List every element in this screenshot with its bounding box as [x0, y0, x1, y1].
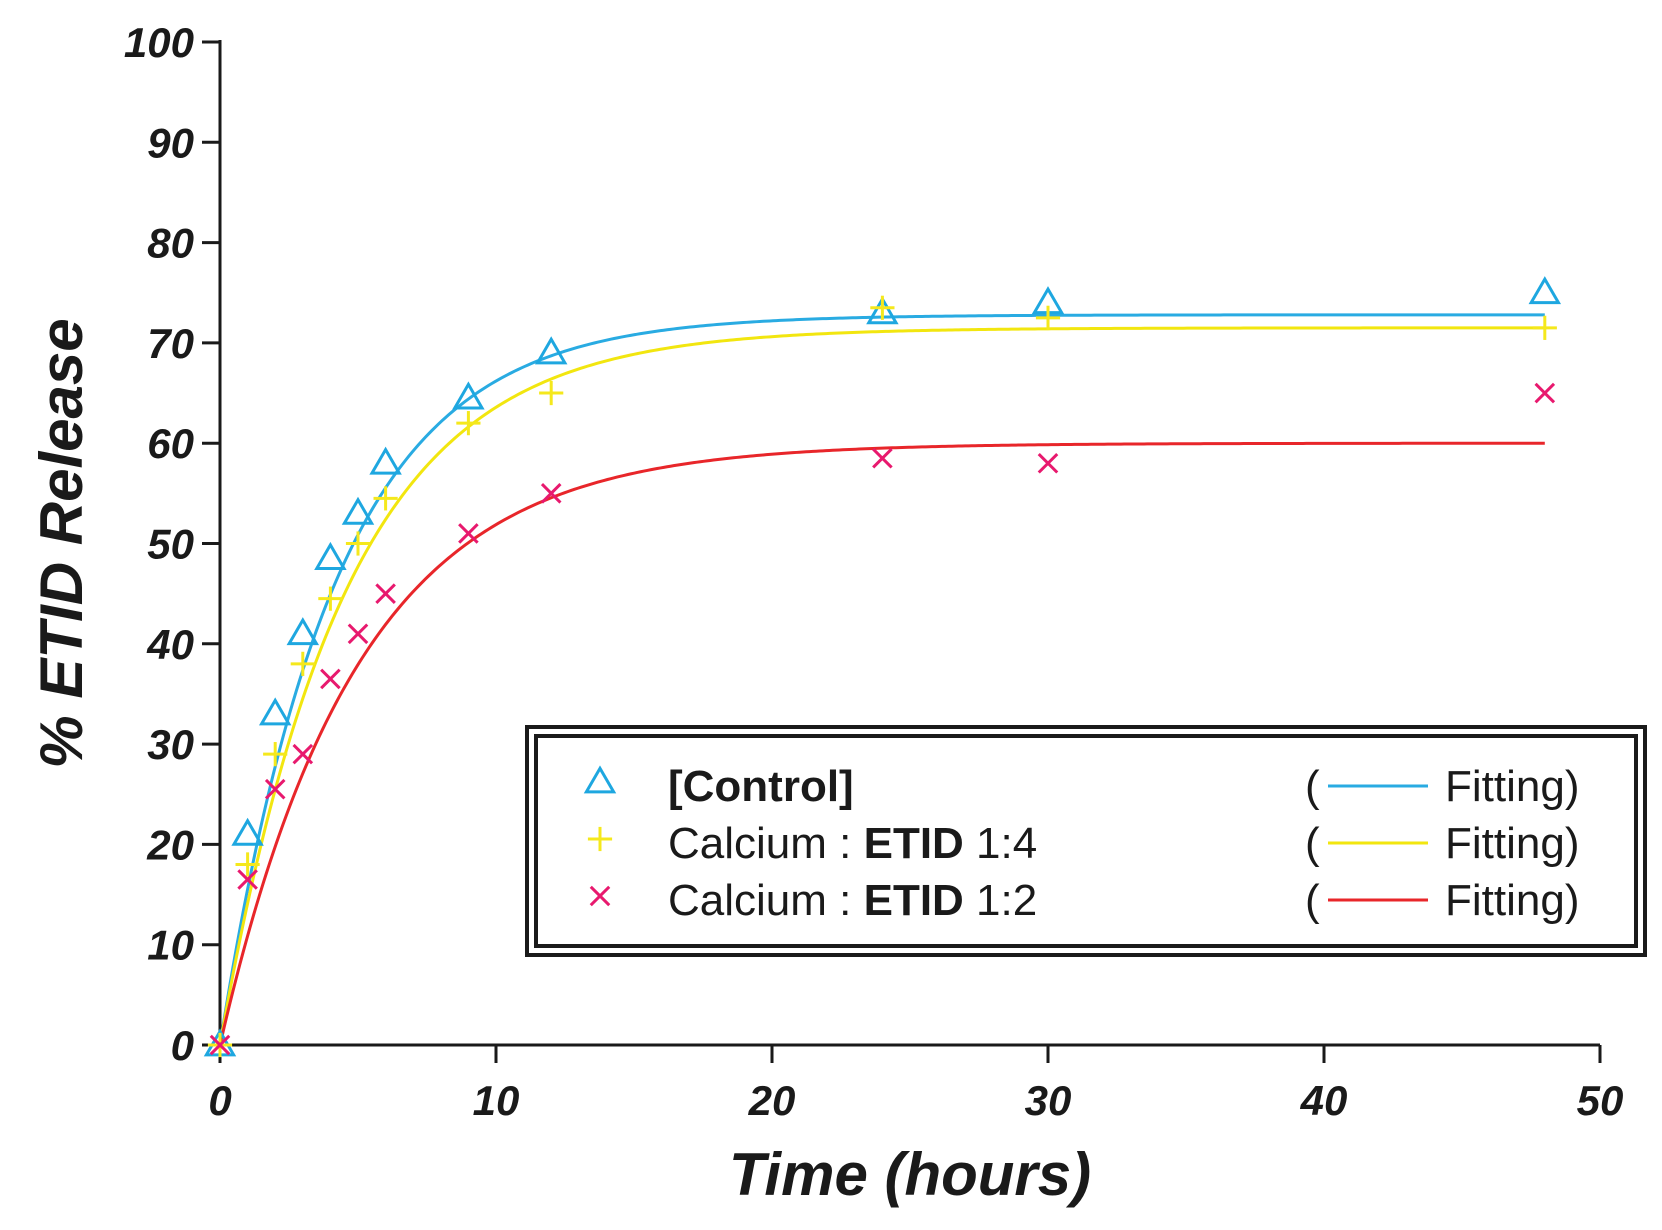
y-tick-label: 20 — [146, 821, 194, 868]
y-tick-label: 0 — [171, 1022, 194, 1069]
legend-paren-open: ( — [1305, 762, 1320, 811]
legend-frame-inner — [534, 734, 1638, 948]
data-points — [203, 276, 1562, 1058]
data-point-series-0 — [231, 817, 264, 846]
data-point-series-0 — [452, 381, 485, 410]
legend-paren-open: ( — [1305, 876, 1320, 925]
legend-label-series-2: Calcium : ETID 1:2 — [668, 876, 1037, 925]
data-point-series-1 — [870, 295, 895, 320]
data-point-series-0 — [286, 617, 320, 646]
legend-label-part: Calcium : — [668, 819, 864, 868]
data-point-series-2 — [209, 1034, 231, 1056]
cross-stroke-b — [589, 885, 611, 907]
axes: 0 10 20 30 40 50 60 70 80 90 100 0 10 20 30 40 50 — [124, 19, 1623, 1124]
fit-curve-series-2 — [218, 441, 1545, 1046]
x-axis-title: Time (hours) — [729, 1141, 1091, 1208]
legend-marker-series-0 — [583, 765, 617, 794]
legend-paren-open: ( — [1305, 819, 1320, 868]
cross-stroke-b — [375, 583, 396, 604]
y-tick-label: 80 — [147, 220, 194, 267]
legend-fit-label-series-0: Fitting) — [1445, 762, 1579, 811]
x-tick-label: 0 — [208, 1077, 231, 1124]
y-tick-label: 50 — [147, 521, 194, 568]
legend-frame-outer — [525, 725, 1647, 957]
cross-stroke-b — [264, 778, 286, 800]
data-point-series-0 — [1528, 276, 1562, 305]
legend-marker-series-1 — [587, 826, 613, 852]
y-tick-label: 40 — [146, 621, 194, 668]
data-point-series-1 — [1035, 305, 1061, 330]
data-point-series-2 — [540, 483, 562, 504]
x-tick-label: 50 — [1577, 1077, 1624, 1124]
x-tick-label: 30 — [1025, 1077, 1072, 1124]
legend-label-part: 1:2 — [964, 876, 1037, 925]
data-point-series-0 — [369, 446, 402, 475]
legend: [Control] ( Fitting) Calcium : ETID 1:4 ( Fit… — [525, 725, 1647, 957]
legend-label-part: ETID — [864, 819, 964, 868]
legend-fit-label-series-1: Fitting) — [1445, 819, 1579, 868]
data-point-series-1 — [539, 380, 564, 406]
data-point-series-2 — [1534, 382, 1556, 404]
legend-marker-series-2 — [589, 885, 611, 907]
y-tick-label: 10 — [147, 922, 194, 969]
data-point-series-1 — [1532, 315, 1557, 340]
data-point-series-1 — [318, 586, 343, 611]
cross-stroke-b — [320, 668, 341, 690]
legend-label-series-0: [Control] — [668, 762, 854, 811]
data-point-series-2 — [458, 523, 479, 544]
y-axis-title: % ETID Release — [28, 318, 95, 768]
data-point-series-2 — [375, 583, 396, 604]
x-tick-label: 40 — [1300, 1077, 1348, 1124]
legend-label-part: ETID — [864, 876, 964, 925]
data-point-series-1 — [345, 531, 371, 556]
legend-label-series-1: Calcium : ETID 1:4 — [668, 819, 1037, 868]
data-point-series-0 — [314, 541, 347, 570]
legend-label-part: 1:4 — [964, 819, 1037, 868]
legend-label-part: [Control] — [668, 762, 854, 811]
data-point-series-1 — [456, 411, 481, 436]
fit-curve-series-1 — [218, 326, 1545, 1046]
data-point-series-2 — [264, 778, 286, 800]
cross-stroke-b — [347, 623, 369, 645]
y-tick-label: 90 — [147, 119, 194, 166]
y-tick-label: 60 — [147, 420, 194, 467]
data-point-series-2 — [347, 623, 369, 645]
y-tick-label: 100 — [124, 19, 194, 66]
data-point-series-0 — [341, 496, 375, 525]
x-tick-label: 10 — [473, 1077, 520, 1124]
cross-stroke-b — [1037, 452, 1059, 474]
data-point-series-1 — [290, 651, 315, 676]
x-tick-label: 20 — [748, 1077, 796, 1124]
cross-stroke-b — [209, 1034, 231, 1056]
cross-stroke-b — [872, 447, 893, 469]
cross-stroke-b — [540, 483, 562, 504]
data-point-series-2 — [872, 447, 893, 469]
cross-stroke-b — [458, 523, 479, 544]
data-point-series-2 — [237, 869, 258, 890]
data-point-series-2 — [1037, 452, 1059, 474]
cross-stroke-b — [1534, 382, 1556, 404]
data-point-series-1 — [263, 742, 288, 767]
y-tick-label: 70 — [147, 320, 194, 367]
legend-fit-label-series-2: Fitting) — [1445, 876, 1579, 925]
data-point-series-2 — [292, 743, 314, 765]
cross-stroke-b — [237, 869, 258, 890]
cross-stroke-b — [292, 743, 314, 765]
data-point-series-1 — [373, 486, 398, 511]
y-tick-label: 30 — [147, 721, 194, 768]
data-point-series-0 — [866, 296, 899, 325]
data-point-series-2 — [320, 668, 341, 690]
legend-label-part: Calcium : — [668, 876, 864, 925]
data-point-series-0 — [534, 336, 568, 365]
data-point-series-1 — [235, 852, 260, 877]
data-point-series-0 — [258, 697, 292, 726]
